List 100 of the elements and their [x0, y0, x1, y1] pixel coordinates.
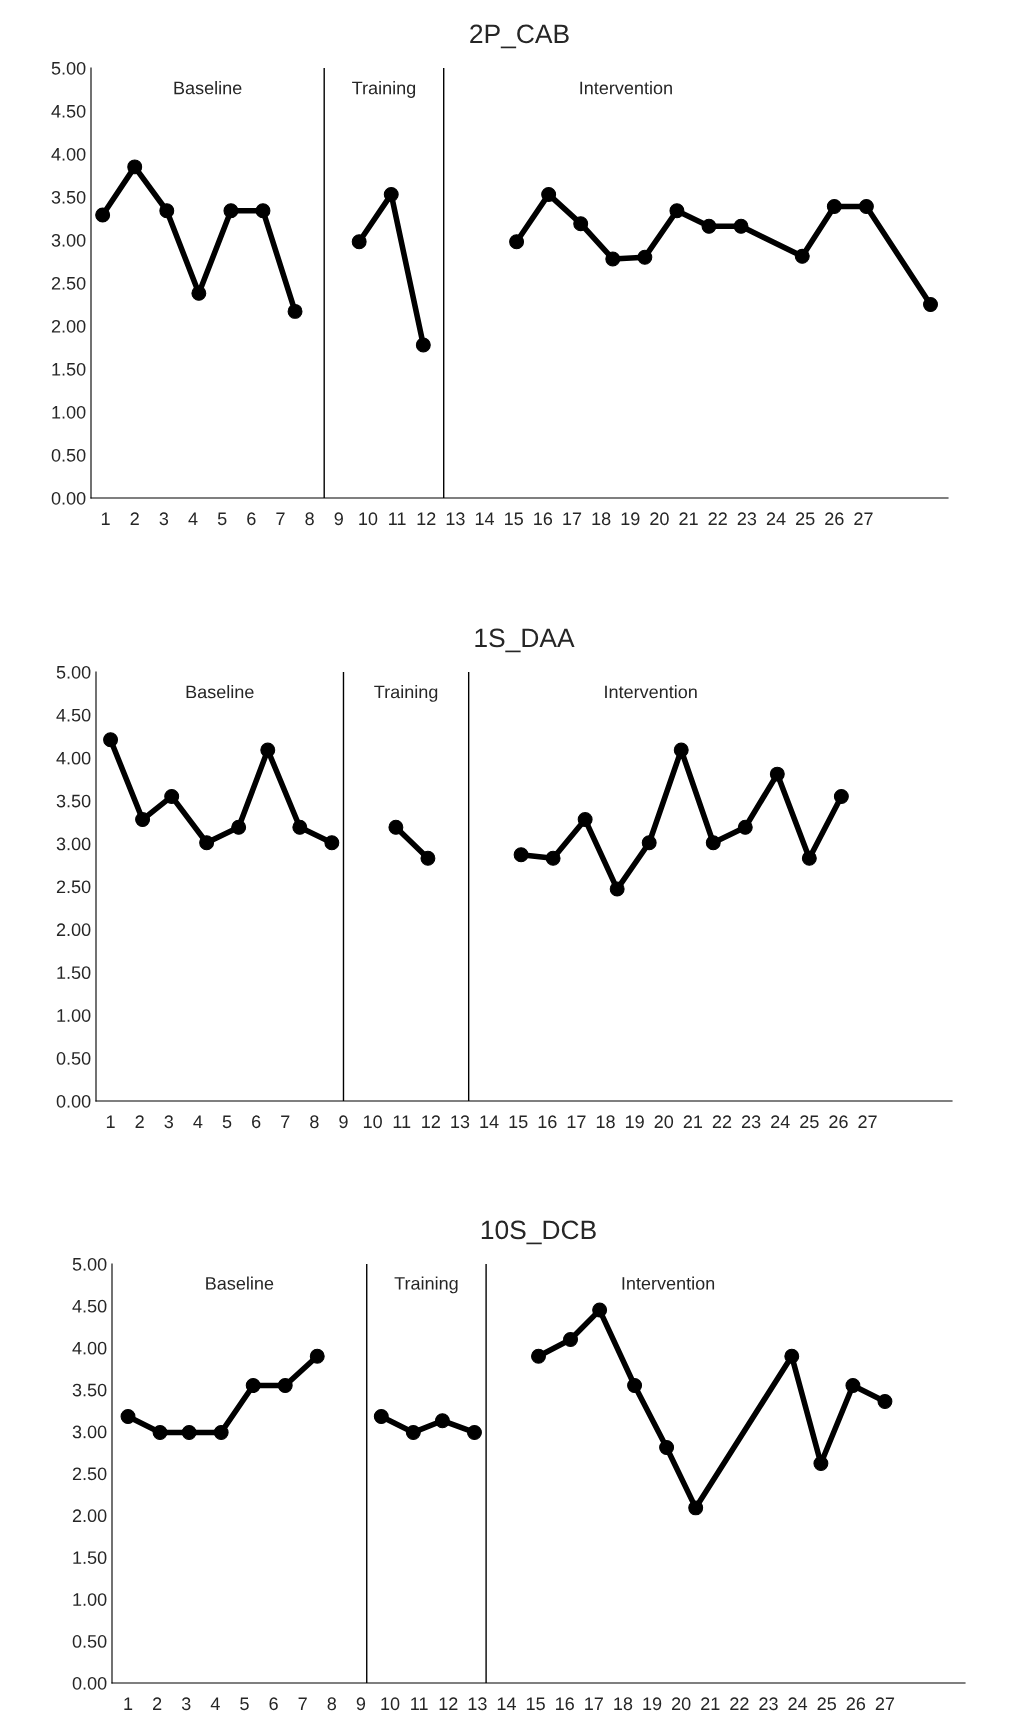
- x-tick-label: 6: [247, 512, 256, 526]
- point: [673, 742, 689, 758]
- x-tick-label: 2: [135, 1115, 144, 1128]
- annotation: Intervention: [622, 1276, 715, 1290]
- point: [199, 835, 215, 851]
- x-tick-label: 20: [672, 1697, 691, 1711]
- x-tick-label: 5: [240, 1697, 249, 1711]
- x-tick-label: 10: [359, 512, 378, 526]
- x-tick-label: 25: [817, 1697, 836, 1711]
- x-tick-label: 1: [101, 512, 110, 525]
- x-tick-label: 23: [741, 1115, 761, 1129]
- y-tick-label: 2.50: [72, 1467, 107, 1481]
- point: [159, 203, 175, 219]
- x-tick-label: 16: [556, 1697, 574, 1711]
- y-tick-label: 5.00: [51, 61, 86, 75]
- x-tick-label: 18: [592, 512, 611, 526]
- point: [513, 847, 529, 863]
- x-tick-label: 16: [534, 512, 553, 526]
- y-tick-label: 1.50: [73, 1551, 107, 1565]
- point: [813, 1455, 829, 1471]
- x-tick-label: 4: [193, 1115, 203, 1128]
- point: [309, 1348, 325, 1364]
- x-tick-label: 21: [701, 1697, 720, 1710]
- x-tick-label: 21: [683, 1115, 703, 1128]
- x-tick-label: 2: [153, 1697, 162, 1710]
- y-tick-label: 4.50: [51, 104, 86, 118]
- point: [120, 1409, 136, 1424]
- y-tick-label: 0.50: [51, 448, 86, 462]
- point: [701, 218, 717, 234]
- y-tick-label: 2.00: [51, 319, 86, 333]
- x-tick-label: 8: [305, 512, 314, 526]
- x-tick-label: 24: [788, 1697, 808, 1710]
- x-tick-label: 6: [269, 1697, 278, 1711]
- annotation: Intervention: [605, 685, 697, 699]
- x-tick-label: 26: [846, 1697, 866, 1711]
- point: [737, 819, 753, 835]
- chart-title: 10S_DCB: [481, 1220, 596, 1245]
- point: [405, 1424, 421, 1440]
- point: [324, 835, 340, 851]
- point: [181, 1424, 197, 1440]
- y-tick-label: 1.00: [73, 1593, 107, 1606]
- x-tick-label: 4: [210, 1697, 220, 1710]
- y-tick-label: 3.50: [72, 1383, 107, 1397]
- point: [420, 850, 436, 866]
- point: [103, 732, 119, 748]
- y-tick-label: 4.50: [56, 708, 91, 722]
- y-tick-label: 2.50: [51, 276, 86, 290]
- point: [260, 742, 276, 758]
- point: [164, 788, 180, 804]
- point: [923, 297, 938, 312]
- point: [351, 234, 367, 250]
- point: [231, 819, 247, 835]
- x-tick-label: 8: [310, 1115, 319, 1129]
- x-tick-label: 9: [339, 1115, 348, 1129]
- x-tick-label: 2: [130, 512, 139, 525]
- y-tick-label: 3.50: [51, 190, 86, 204]
- x-tick-label: 24: [771, 1115, 790, 1128]
- x-tick-label: 19: [643, 1697, 662, 1711]
- x-tick-label: 17: [563, 512, 582, 525]
- point: [292, 819, 308, 835]
- x-tick-label: 1: [106, 1115, 115, 1128]
- x-tick-label: 22: [712, 1115, 732, 1128]
- y-tick-label: 0.00: [51, 491, 86, 505]
- point: [373, 1409, 389, 1424]
- x-tick-label: 9: [356, 1697, 366, 1711]
- x-tick-label: 21: [679, 512, 698, 525]
- y-tick-label: 2.50: [56, 880, 91, 894]
- x-tick-label: 3: [181, 1697, 191, 1711]
- point: [605, 251, 621, 267]
- x-tick-label: 18: [596, 1115, 615, 1129]
- x-tick-label: 10: [381, 1697, 400, 1711]
- x-tick-label: 13: [451, 1115, 470, 1129]
- x-tick-label: 20: [654, 1115, 674, 1129]
- y-tick-label: 3.00: [72, 1425, 107, 1439]
- x-tick-label: 10: [363, 1115, 382, 1129]
- y-tick-label: 1.50: [57, 966, 91, 980]
- point: [434, 1413, 450, 1429]
- x-tick-label: 12: [439, 1697, 458, 1710]
- x-tick-label: 14: [475, 512, 495, 525]
- chart-title: 2P_CAB: [470, 24, 569, 49]
- x-tick-label: 13: [446, 512, 465, 526]
- y-tick-label: 4.50: [72, 1299, 107, 1313]
- point: [826, 199, 842, 214]
- x-tick-label: 18: [614, 1697, 633, 1711]
- x-tick-label: 25: [800, 1115, 819, 1129]
- annotation: Intervention: [580, 81, 672, 95]
- x-tick-label: 26: [829, 1115, 848, 1129]
- x-tick-label: 15: [505, 512, 523, 526]
- y-tick-label: 5.00: [72, 1257, 107, 1271]
- point: [845, 1378, 861, 1393]
- point: [769, 766, 785, 782]
- x-tick-label: 7: [276, 512, 285, 525]
- point: [833, 788, 849, 804]
- y-tick-label: 0.00: [56, 1094, 91, 1108]
- x-tick-label: 20: [650, 512, 669, 526]
- x-tick-label: 13: [468, 1697, 487, 1711]
- x-tick-label: 5: [222, 1115, 232, 1129]
- x-tick-label: 3: [164, 1115, 174, 1129]
- x-tick-label: 15: [526, 1697, 545, 1711]
- point: [383, 186, 399, 202]
